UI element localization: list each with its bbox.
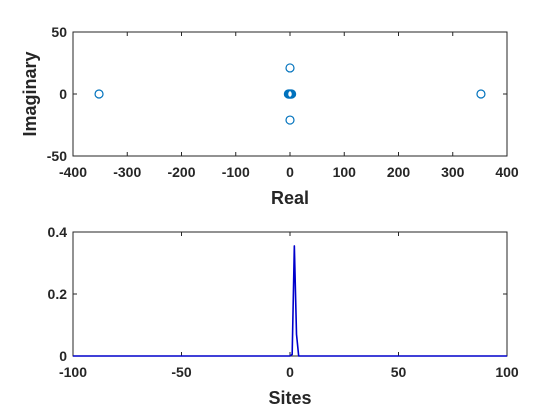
line-series [73,245,507,357]
y-tick-label: 0.4 [48,224,68,240]
x-tick-label: 400 [495,164,519,180]
y-tick-label: 0 [59,348,67,364]
scatter-x-axis-label: Real [271,188,309,208]
x-tick-label: 300 [441,164,465,180]
x-tick-label: -50 [171,364,191,380]
x-tick-label: 50 [391,364,407,380]
scatter-y-axis-label: Imaginary [20,51,40,136]
x-tick-label: 100 [333,164,357,180]
scatter-ticks: -400 -300 -200 -100 0 100 200 300 400 -50 0 50 [47,24,519,180]
amplitude-series-line [73,245,507,357]
y-tick-label: -50 [47,148,67,164]
eigenvalue-point [94,89,104,99]
x-tick-label: 0 [286,164,294,180]
eigenvalue-scatter-plot: -400 -300 -200 -100 0 100 200 300 400 -50 0 50 Real… [20,24,519,208]
scatter-axes-box [72,31,508,157]
y-tick-label: 50 [51,24,67,40]
eigenvalue-point [285,63,295,73]
x-tick-label: 100 [495,364,519,380]
x-tick-label: -400 [59,164,87,180]
x-tick-label: 0 [286,364,294,380]
x-tick-label: -300 [113,164,141,180]
y-tick-label: 0 [59,86,67,102]
eigenvalue-point [285,115,295,125]
y-tick-label: 0.2 [48,286,68,302]
x-tick-label: -200 [167,164,195,180]
site-amplitude-line-plot: -100 -50 0 50 100 0 0.2 0.4 Sites [48,224,519,408]
scatter-points [94,63,486,125]
x-tick-label: -100 [59,364,87,380]
line-axes-box [72,231,508,357]
eigenvalue-point [476,89,486,99]
eigenvalue-point [287,89,297,99]
x-tick-label: -100 [222,164,250,180]
x-tick-label: 200 [387,164,411,180]
line-x-axis-label: Sites [268,388,311,408]
